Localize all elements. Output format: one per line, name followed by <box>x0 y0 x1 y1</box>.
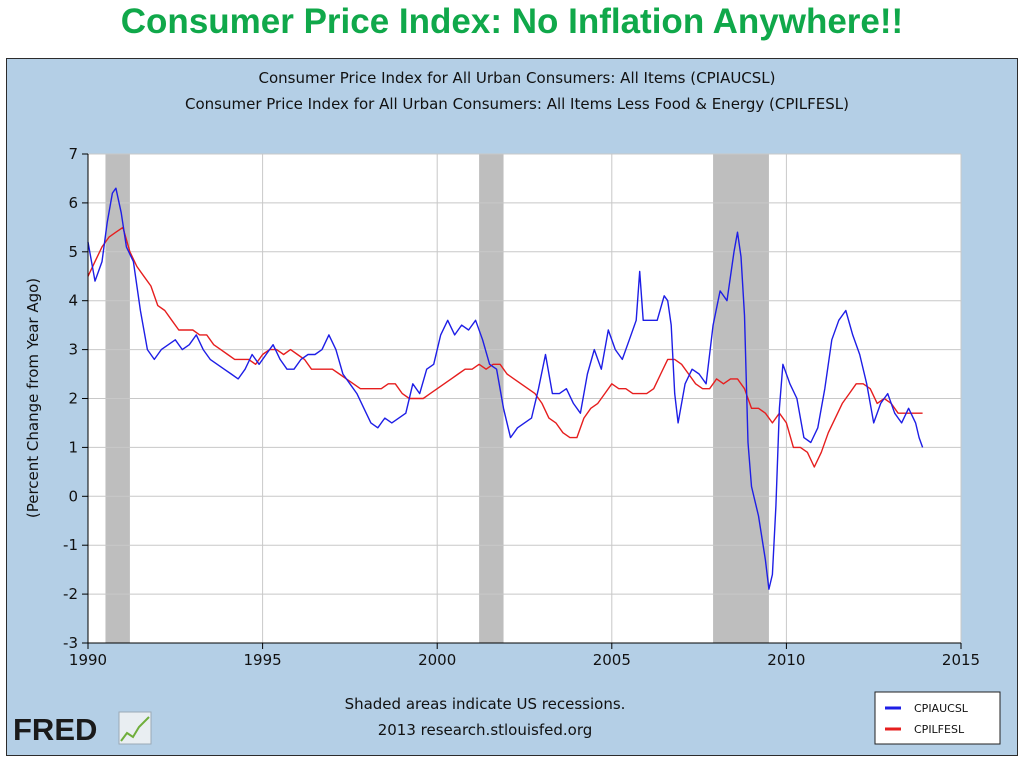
y-tick-label: 6 <box>68 194 78 212</box>
legend-label-cpiaucsl: CPIAUCSL <box>914 702 969 715</box>
fred-logo-chart-icon <box>118 711 152 745</box>
chart-title: Consumer Price Index for All Urban Consu… <box>258 69 775 87</box>
legend: CPIAUCSL CPILFESL <box>874 691 1001 745</box>
series-line-cpilfesl <box>87 226 923 468</box>
y-tick-label: 5 <box>68 243 78 261</box>
slide-title: Consumer Price Index: No Inflation Anywh… <box>120 2 904 41</box>
y-tick-label: 2 <box>68 390 78 408</box>
chart-subtitle: Consumer Price Index for All Urban Consu… <box>185 95 849 113</box>
y-tick-label: 3 <box>68 341 78 359</box>
chart-frame: Consumer Price Index for All Urban Consu… <box>6 58 1018 756</box>
x-tick-label: 1990 <box>69 651 107 669</box>
source-note: 2013 research.stlouisfed.org <box>378 721 593 739</box>
y-tick-label: 7 <box>68 145 78 163</box>
y-axis-label: (Percent Change from Year Ago) <box>24 278 42 518</box>
x-tick-label: 2015 <box>942 651 980 669</box>
y-tick-label: -2 <box>63 585 78 603</box>
series-line-cpiaucsl <box>87 187 924 590</box>
fred-logo: FRED <box>13 711 152 747</box>
x-tick-label: 2005 <box>593 651 631 669</box>
legend-box <box>874 691 1001 745</box>
y-tick-label: -3 <box>63 634 78 652</box>
y-tick-label: -1 <box>63 536 78 554</box>
chart-svg: Consumer Price Index for All Urban Consu… <box>7 59 1017 755</box>
y-tick-label: 4 <box>68 292 78 310</box>
fred-logo-chart-line <box>120 716 150 742</box>
fred-logo-text: FRED <box>13 712 97 747</box>
x-tick-label: 2000 <box>418 651 456 669</box>
x-tick-label: 2010 <box>767 651 805 669</box>
recession-note: Shaded areas indicate US recessions. <box>345 695 626 713</box>
y-tick-label: 0 <box>68 487 78 505</box>
series-lines <box>87 187 924 590</box>
y-tick-label: 1 <box>68 438 78 456</box>
x-tick-label: 1995 <box>244 651 282 669</box>
legend-label-cpilfesl: CPILFESL <box>914 723 965 736</box>
grid-lines <box>88 153 962 643</box>
